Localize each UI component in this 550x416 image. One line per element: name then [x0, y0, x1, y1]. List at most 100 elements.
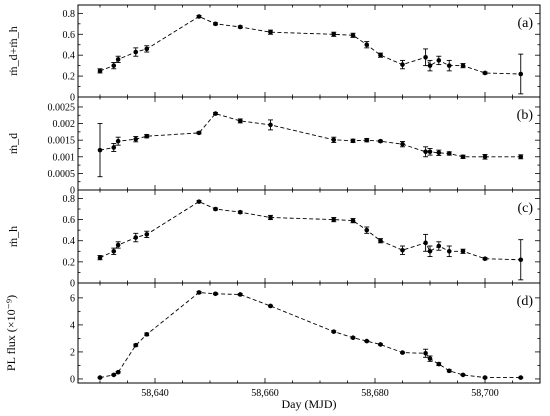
data-point	[115, 57, 121, 62]
data-point	[378, 342, 383, 347]
data-point	[518, 154, 524, 160]
data-point	[378, 52, 383, 58]
data-point	[518, 257, 524, 263]
data-point	[133, 136, 139, 142]
data-point	[196, 130, 202, 136]
data-point	[97, 375, 103, 380]
data-point	[237, 292, 243, 297]
y-tick-label: 4	[70, 320, 75, 331]
y-tick-label: 0.4	[63, 51, 76, 62]
data-point	[436, 58, 442, 63]
data-point	[400, 247, 405, 253]
y-tick-label: 0.8	[63, 9, 76, 20]
y-tick-label: 0.2	[63, 257, 76, 268]
data-point	[460, 372, 466, 378]
data-point	[446, 63, 452, 68]
data-point	[144, 133, 150, 139]
data-point	[97, 147, 103, 153]
data-point	[111, 63, 117, 68]
data-point	[331, 217, 337, 222]
y-tick-label: 0.002	[53, 119, 76, 130]
y-tick-label: 0.0005	[48, 169, 76, 180]
data-point	[237, 118, 243, 124]
data-point	[268, 303, 273, 309]
data-point	[518, 375, 524, 380]
data-point	[350, 138, 356, 144]
panel-1: 0 0.2 0.4 0.6 0.8 (a) ṁ_d+ṁ_h	[6, 4, 541, 104]
y-tick-label: 0.8	[63, 194, 76, 205]
data-point	[350, 218, 356, 223]
data-point	[331, 137, 337, 143]
data-point	[133, 49, 139, 55]
data-point	[423, 240, 428, 246]
data-point	[213, 291, 218, 297]
panel-4: 0 2 4 6 (d) PL flux (×10⁻⁹) 58,640 58,660 58,680…	[4, 282, 541, 399]
panel-2: 0 0.0005 0.001 0.0015 0.002 0.0025 (b) ṁ_d	[6, 96, 541, 197]
data-point	[364, 338, 370, 344]
y-tick-label: 0	[70, 186, 75, 197]
data-point	[378, 138, 383, 144]
data-point	[350, 335, 356, 341]
data-point	[482, 256, 488, 261]
y-axis-title: ṁ_d	[6, 133, 20, 154]
y-tick-label: 0.001	[53, 152, 76, 163]
data-point	[460, 63, 466, 68]
data-point	[213, 21, 218, 27]
data-point	[436, 150, 442, 156]
data-point	[268, 215, 273, 220]
data-point	[268, 29, 273, 35]
data-point	[400, 141, 405, 147]
y-tick-label: 0.0025	[48, 102, 76, 113]
y-tick-label: 0.6	[63, 215, 76, 226]
data-point	[196, 199, 202, 204]
data-point	[97, 68, 103, 74]
y-tick-label: 0.0015	[48, 136, 76, 147]
data-point	[364, 137, 370, 143]
data-point	[400, 62, 405, 67]
panel-frame	[77, 282, 541, 384]
data-point	[446, 368, 452, 374]
data-point	[115, 369, 121, 375]
panel-label: (c)	[517, 201, 533, 216]
data-point	[378, 238, 383, 244]
data-point	[268, 122, 273, 128]
panel-label: (d)	[517, 294, 534, 309]
data-point	[213, 111, 218, 116]
y-axis-title: ṁ_d+ṁ_h	[6, 26, 20, 75]
data-point	[423, 54, 428, 60]
series-line	[99, 15, 521, 75]
x-tick-label: 58,680	[361, 388, 389, 399]
data-point	[213, 206, 218, 212]
data-point	[446, 248, 452, 254]
x-tick-label: 58,640	[141, 388, 169, 399]
y-tick-label: 0.6	[63, 30, 76, 41]
panel-3: 0 0.2 0.4 0.6 0.8 (c) ṁ_h	[6, 189, 541, 290]
y-tick-label: 0	[70, 93, 75, 104]
series-line	[99, 201, 521, 261]
data-point	[196, 290, 202, 295]
y-tick-label: 0.2	[63, 72, 76, 83]
data-point	[423, 350, 428, 356]
x-tick-label: 58,660	[251, 388, 279, 399]
data-point	[364, 42, 370, 48]
series-line	[99, 292, 521, 379]
data-point	[427, 356, 433, 361]
y-axis-title: PL flux (×10⁻⁹)	[4, 295, 18, 371]
data-point	[436, 243, 442, 249]
panel-frame	[77, 96, 541, 191]
data-point	[111, 372, 117, 378]
data-point	[97, 255, 103, 260]
data-point	[144, 46, 150, 52]
data-point	[460, 248, 466, 254]
data-point	[482, 70, 488, 76]
data-point	[133, 342, 139, 348]
data-point	[460, 154, 466, 160]
data-point	[331, 31, 337, 37]
data-point	[331, 329, 337, 334]
data-point	[482, 375, 488, 380]
data-point	[111, 248, 117, 254]
y-tick-label: 2	[70, 347, 75, 358]
data-point	[350, 33, 356, 38]
data-point	[196, 14, 202, 19]
x-axis-title: Day (MJD)	[282, 397, 337, 411]
